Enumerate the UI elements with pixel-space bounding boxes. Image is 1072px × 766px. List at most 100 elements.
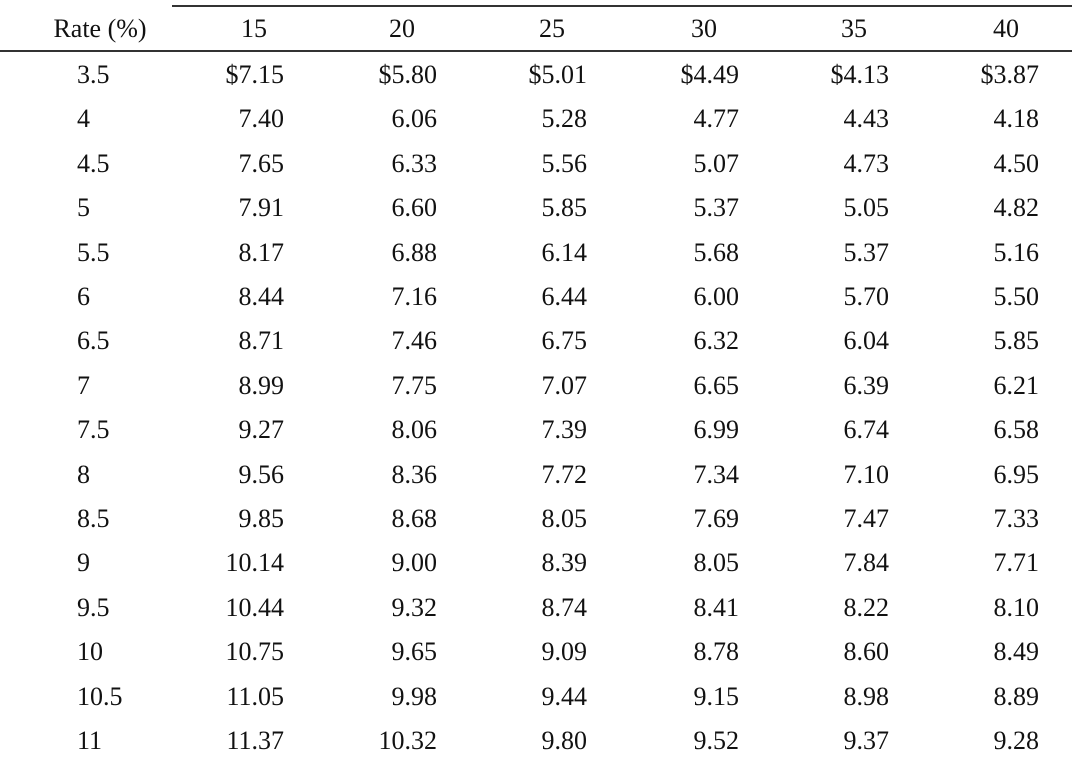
payment-cell: 5.05 xyxy=(843,193,890,223)
payment-cell: 8.36 xyxy=(391,459,438,489)
payment-cell: 8.39 xyxy=(541,548,588,578)
payment-cell: 9.56 xyxy=(238,459,285,489)
column-header: Rate (%) xyxy=(53,14,147,43)
payment-cell: 7.72 xyxy=(541,459,588,489)
payment-cell: 11.37 xyxy=(226,726,284,755)
rate-cell: 4.5 xyxy=(77,148,110,178)
payment-cell: 8.06 xyxy=(391,415,438,445)
payment-cell: 7.39 xyxy=(541,415,588,445)
payment-cell: 7.34 xyxy=(693,459,740,489)
payment-cell: 8.60 xyxy=(843,637,890,667)
payment-cell: 4.18 xyxy=(993,104,1040,134)
column-header: 40 xyxy=(993,14,1019,43)
payment-cell: 6.95 xyxy=(993,459,1040,489)
payment-cell: 8.44 xyxy=(238,282,285,311)
payment-cell: 4.50 xyxy=(993,148,1040,178)
payment-cell: 9.28 xyxy=(993,726,1040,755)
payment-cell: 9.98 xyxy=(391,681,438,711)
payment-cell: 5.85 xyxy=(541,193,588,223)
payment-cell: 6.39 xyxy=(843,370,890,400)
payment-cell: 9.32 xyxy=(391,592,438,622)
payment-cell: $5.01 xyxy=(528,60,588,89)
payment-cell: 7.69 xyxy=(693,504,740,533)
payment-cell: 7.07 xyxy=(541,370,588,400)
payment-cell: 9.00 xyxy=(391,548,438,578)
payment-cell: $3.87 xyxy=(980,60,1040,89)
rate-cell: 11 xyxy=(77,726,103,755)
rate-cell: 7 xyxy=(77,370,90,400)
payment-cell: 6.60 xyxy=(391,193,438,223)
payment-cell: 7.71 xyxy=(993,548,1040,578)
rate-cell: 7.5 xyxy=(77,415,110,445)
payment-cell: 5.16 xyxy=(993,237,1040,267)
payment-cell: 9.52 xyxy=(693,726,740,755)
payment-cell: 6.21 xyxy=(993,370,1040,400)
payment-cell: 6.33 xyxy=(391,148,438,178)
payment-cell: 10.32 xyxy=(378,726,438,755)
payment-cell: 8.05 xyxy=(693,548,740,578)
payment-cell: 8.10 xyxy=(993,592,1040,622)
rate-cell: 10.5 xyxy=(77,681,123,711)
payment-cell: 4.77 xyxy=(693,104,740,134)
payment-cell: 6.65 xyxy=(693,370,740,400)
rate-cell: 8 xyxy=(77,459,90,489)
payment-cell: 7.47 xyxy=(843,504,890,533)
payment-cell: 7.91 xyxy=(238,193,285,223)
payment-cell: 10.14 xyxy=(225,548,285,578)
payment-cell: 7.75 xyxy=(391,370,438,400)
payment-cell: 8.98 xyxy=(843,681,890,711)
column-header: 25 xyxy=(539,14,565,43)
rate-cell: 6.5 xyxy=(77,326,110,356)
column-header: 15 xyxy=(241,14,267,43)
payment-cell: 8.89 xyxy=(993,681,1040,711)
rate-cell: 9 xyxy=(77,548,90,578)
payment-cell: 5.07 xyxy=(693,148,740,178)
payment-cell: $7.15 xyxy=(225,60,285,89)
rate-cell: 9.5 xyxy=(77,592,110,622)
payment-cell: 9.15 xyxy=(693,681,740,711)
payment-cell: 5.56 xyxy=(541,148,588,178)
rate-cell: 5 xyxy=(77,193,90,223)
payment-cell: 11.05 xyxy=(226,681,284,711)
payment-cell: 9.65 xyxy=(391,637,438,667)
payment-cell: 5.85 xyxy=(993,326,1040,356)
payment-cell: 6.44 xyxy=(541,282,588,311)
rate-cell: 10 xyxy=(77,637,103,667)
payment-cell: 6.14 xyxy=(541,237,588,267)
payment-cell: 7.40 xyxy=(238,104,285,134)
payment-cell: 5.68 xyxy=(693,237,740,267)
payment-cell: 5.37 xyxy=(843,237,890,267)
payment-cell: 7.33 xyxy=(993,504,1040,533)
payment-cell: 6.99 xyxy=(693,415,740,445)
rate-cell: 4 xyxy=(77,104,90,134)
top-rule xyxy=(172,5,1072,7)
payment-cell: 5.37 xyxy=(693,193,740,223)
column-header: 30 xyxy=(691,14,717,43)
payment-cell: 7.46 xyxy=(391,326,438,356)
payment-cell: $4.49 xyxy=(680,60,740,89)
column-header: 20 xyxy=(389,14,415,43)
payment-cell: 8.78 xyxy=(693,637,740,667)
payment-cell: 5.70 xyxy=(843,282,890,311)
payment-cell: 8.99 xyxy=(238,370,285,400)
payment-cell: 6.75 xyxy=(541,326,588,356)
rate-cell: 6 xyxy=(77,282,90,311)
rate-cell: 3.5 xyxy=(77,60,110,89)
payment-cell: 4.82 xyxy=(993,193,1040,223)
payment-cell: 8.49 xyxy=(993,637,1040,667)
payment-cell: 4.43 xyxy=(843,104,890,134)
payment-cell: 5.50 xyxy=(993,282,1040,311)
rate-cell: 5.5 xyxy=(77,237,110,267)
payment-cell: 9.44 xyxy=(541,681,588,711)
column-header: 35 xyxy=(841,14,867,43)
payment-cell: 9.85 xyxy=(238,504,285,533)
payment-cell: 8.68 xyxy=(391,504,438,533)
payment-cell: $4.13 xyxy=(830,60,890,89)
payment-cell: 6.04 xyxy=(843,326,890,356)
rate-cell: 8.5 xyxy=(77,504,110,533)
payment-cell: 6.00 xyxy=(693,282,740,311)
payment-cell: 8.05 xyxy=(541,504,588,533)
payment-cell: 9.09 xyxy=(541,637,588,667)
payment-cell: 6.32 xyxy=(693,326,740,356)
payment-cell: 10.75 xyxy=(225,637,285,667)
